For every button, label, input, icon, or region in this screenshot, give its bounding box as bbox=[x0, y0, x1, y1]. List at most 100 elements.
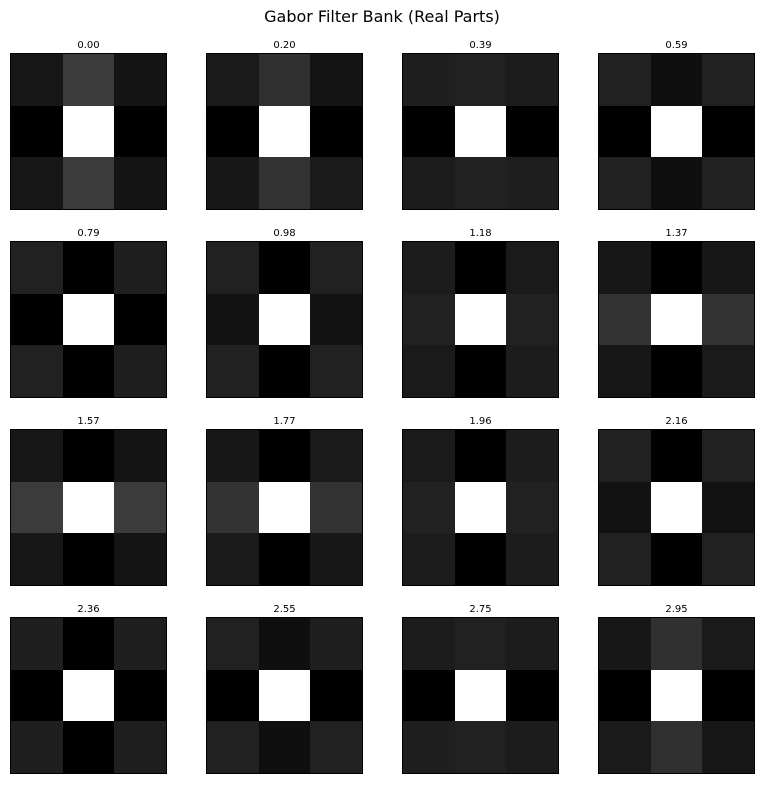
heatmap-cell bbox=[506, 105, 558, 158]
heatmap-cell bbox=[506, 157, 558, 209]
heatmap-cell bbox=[650, 242, 703, 294]
heatmap-cell bbox=[403, 242, 455, 294]
heatmap-cell bbox=[650, 157, 703, 209]
filter-panel: 2.16 bbox=[598, 416, 755, 586]
heatmap-cell bbox=[310, 157, 362, 209]
heatmap-cell bbox=[114, 293, 166, 346]
heatmap-cell bbox=[403, 293, 455, 346]
heatmap-cell bbox=[454, 105, 507, 158]
panel-title: 2.75 bbox=[469, 604, 492, 615]
heatmap-cell bbox=[310, 618, 362, 670]
heatmap-cell bbox=[702, 157, 754, 209]
heatmap-cell bbox=[702, 293, 754, 346]
filter-panel: 2.36 bbox=[10, 604, 167, 774]
filter-panel: 2.95 bbox=[598, 604, 755, 774]
figure-title: Gabor Filter Bank (Real Parts) bbox=[264, 7, 500, 26]
panel-title: 1.77 bbox=[273, 416, 296, 427]
heatmap-cell bbox=[258, 105, 311, 158]
filter-panel: 0.20 bbox=[206, 40, 363, 210]
filter-panel: 0.39 bbox=[402, 40, 559, 210]
heatmap-cell bbox=[702, 618, 754, 670]
heatmap-cell bbox=[403, 54, 455, 106]
heatmap-cell bbox=[114, 721, 166, 773]
heatmap-cell bbox=[310, 669, 362, 722]
heatmap-cell bbox=[207, 669, 259, 722]
heatmap-cell bbox=[114, 105, 166, 158]
heatmap-cell bbox=[207, 481, 259, 534]
heatmap-cell bbox=[650, 481, 703, 534]
heatmap-cell bbox=[403, 618, 455, 670]
heatmap-cell bbox=[650, 618, 703, 670]
heatmap-cell bbox=[702, 54, 754, 106]
heatmap-cell bbox=[11, 481, 63, 534]
filter-panel: 1.18 bbox=[402, 228, 559, 398]
heatmap bbox=[598, 53, 755, 210]
heatmap bbox=[598, 241, 755, 398]
heatmap-cell bbox=[403, 481, 455, 534]
heatmap-cell bbox=[599, 105, 651, 158]
heatmap-cell bbox=[403, 430, 455, 482]
heatmap-cell bbox=[403, 533, 455, 585]
heatmap bbox=[10, 53, 167, 210]
heatmap-cell bbox=[62, 533, 115, 585]
heatmap bbox=[10, 429, 167, 586]
heatmap-cell bbox=[403, 105, 455, 158]
heatmap-cell bbox=[403, 721, 455, 773]
filter-panel: 2.75 bbox=[402, 604, 559, 774]
panel-title: 1.37 bbox=[665, 228, 688, 239]
filter-panel: 1.96 bbox=[402, 416, 559, 586]
heatmap-cell bbox=[11, 293, 63, 346]
heatmap-cell bbox=[114, 669, 166, 722]
heatmap-cell bbox=[114, 618, 166, 670]
heatmap-cell bbox=[599, 669, 651, 722]
heatmap-cell bbox=[11, 721, 63, 773]
heatmap-cell bbox=[114, 345, 166, 397]
filter-panel: 0.79 bbox=[10, 228, 167, 398]
heatmap-cell bbox=[702, 721, 754, 773]
heatmap-cell bbox=[207, 105, 259, 158]
heatmap-cell bbox=[207, 345, 259, 397]
heatmap-cell bbox=[258, 430, 311, 482]
panel-title: 0.79 bbox=[77, 228, 100, 239]
heatmap-cell bbox=[702, 105, 754, 158]
filter-panel: 0.00 bbox=[10, 40, 167, 210]
heatmap-cell bbox=[650, 54, 703, 106]
heatmap-cell bbox=[62, 242, 115, 294]
heatmap-cell bbox=[310, 345, 362, 397]
heatmap-cell bbox=[702, 669, 754, 722]
heatmap-cell bbox=[506, 533, 558, 585]
heatmap-cell bbox=[114, 533, 166, 585]
heatmap bbox=[598, 429, 755, 586]
heatmap-cell bbox=[650, 721, 703, 773]
heatmap-cell bbox=[650, 430, 703, 482]
heatmap-cell bbox=[62, 293, 115, 346]
heatmap-cell bbox=[258, 345, 311, 397]
heatmap-cell bbox=[62, 54, 115, 106]
panel-title: 0.59 bbox=[665, 40, 688, 51]
heatmap-cell bbox=[650, 293, 703, 346]
heatmap-cell bbox=[310, 481, 362, 534]
heatmap-cell bbox=[258, 293, 311, 346]
panel-title: 1.96 bbox=[469, 416, 492, 427]
heatmap-cell bbox=[454, 345, 507, 397]
heatmap-cell bbox=[62, 669, 115, 722]
heatmap-cell bbox=[258, 618, 311, 670]
heatmap-cell bbox=[207, 533, 259, 585]
heatmap-cell bbox=[310, 242, 362, 294]
heatmap bbox=[206, 241, 363, 398]
heatmap bbox=[206, 429, 363, 586]
heatmap-cell bbox=[11, 54, 63, 106]
heatmap-cell bbox=[599, 54, 651, 106]
heatmap-cell bbox=[114, 54, 166, 106]
heatmap-cell bbox=[11, 618, 63, 670]
heatmap-cell bbox=[11, 533, 63, 585]
panel-title: 0.00 bbox=[77, 40, 100, 51]
heatmap-cell bbox=[258, 669, 311, 722]
heatmap-cell bbox=[11, 430, 63, 482]
heatmap bbox=[206, 53, 363, 210]
heatmap bbox=[10, 617, 167, 774]
heatmap bbox=[10, 241, 167, 398]
heatmap-cell bbox=[454, 481, 507, 534]
heatmap-cell bbox=[207, 54, 259, 106]
panel-title: 0.39 bbox=[469, 40, 492, 51]
